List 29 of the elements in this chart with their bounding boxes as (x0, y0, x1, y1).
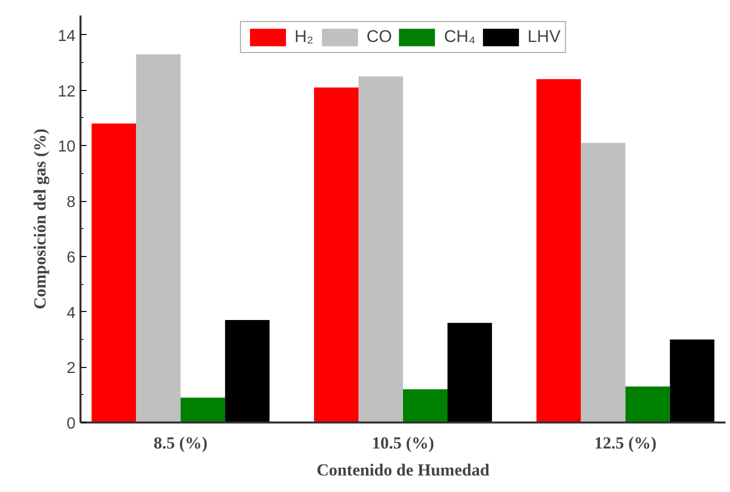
y-tick-label: 14 (58, 28, 76, 45)
bar (358, 76, 403, 422)
x-tick-label: 10.5 (%) (372, 434, 434, 452)
bar (92, 123, 136, 422)
bar (314, 87, 359, 422)
y-axis-title: Composición del gas (%) (30, 128, 50, 310)
y-tick-label: 2 (66, 360, 76, 378)
bar (447, 322, 492, 422)
legend-label: H₂ (294, 27, 314, 47)
x-axis-title: Contenido de Humedad (316, 460, 490, 480)
bar (536, 79, 581, 422)
bar (225, 320, 270, 422)
bar (180, 398, 226, 422)
bar (625, 386, 670, 422)
legend-label: LHV (527, 27, 561, 47)
bar (580, 142, 626, 422)
legend-label: CO (366, 27, 392, 47)
bar (670, 339, 714, 422)
bar (136, 54, 181, 422)
y-tick-label: 0 (66, 416, 76, 432)
y-tick-label: 10 (58, 138, 76, 156)
bar (403, 389, 448, 422)
y-tick-label: 4 (66, 304, 76, 322)
x-tick-label: 8.5 (%) (154, 434, 208, 452)
x-tick-label: 12.5 (%) (594, 434, 657, 452)
y-tick-label: 6 (66, 249, 76, 266)
y-tick-label: 8 (66, 194, 76, 212)
legend-label: CH₄ (444, 27, 476, 47)
y-tick-label: 12 (58, 83, 76, 100)
